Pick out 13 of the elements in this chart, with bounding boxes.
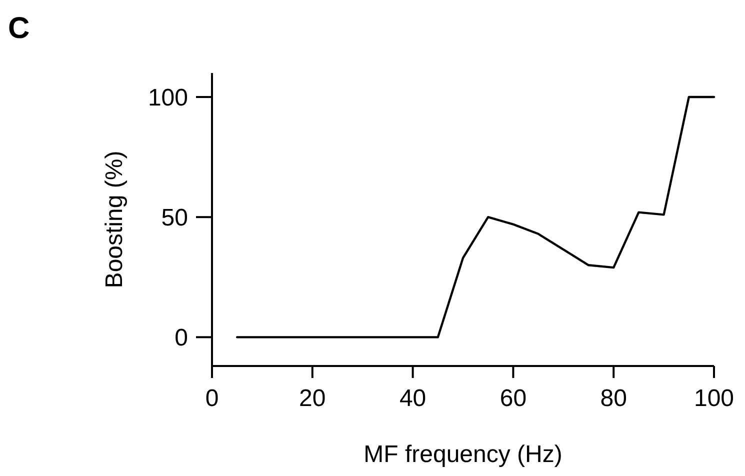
x-axis-title: MF frequency (Hz) xyxy=(364,441,562,468)
x-tick-label: 80 xyxy=(600,385,627,412)
y-tick-label: 0 xyxy=(174,324,188,352)
y-axis-title: Boosting (%) xyxy=(101,150,128,288)
x-tick-label: 0 xyxy=(205,385,219,412)
x-tick-label: 40 xyxy=(399,385,426,412)
y-tick-label: 50 xyxy=(161,204,188,232)
x-tick-label: 100 xyxy=(694,385,734,412)
chart-title: C xyxy=(8,12,30,45)
y-tick-label: 100 xyxy=(148,84,188,112)
x-tick-label: 20 xyxy=(299,385,326,412)
line-series xyxy=(236,96,716,338)
x-tick-label: 60 xyxy=(500,385,527,412)
